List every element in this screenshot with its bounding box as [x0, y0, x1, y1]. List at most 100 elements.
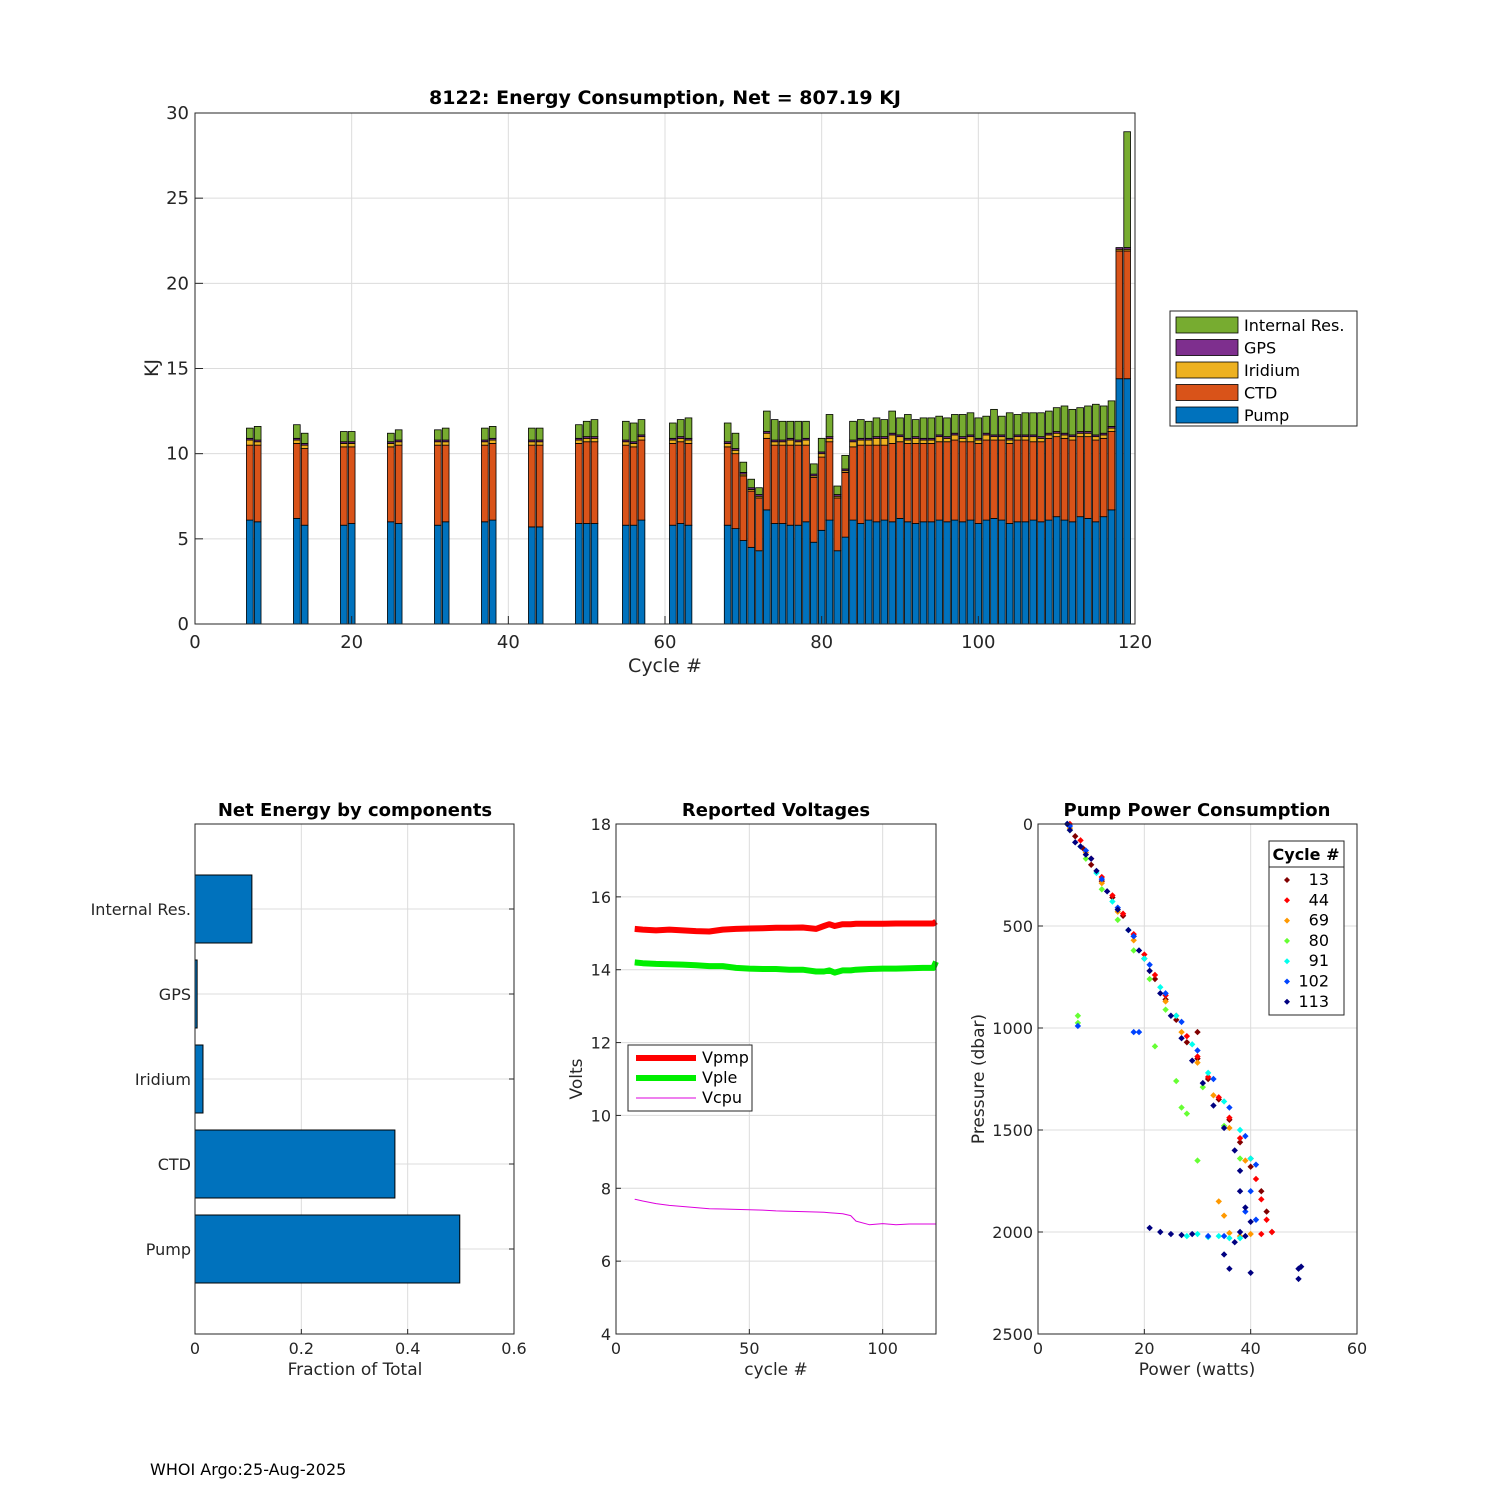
- energy-bar-ctd-segment: [637, 439, 646, 521]
- pump-power-point-cycle-80: [1082, 855, 1090, 862]
- energy-bar-ctd-segment: [802, 444, 810, 523]
- energy-bar-ctd-segment: [825, 441, 834, 521]
- pump-power-point-cycle-44: [1183, 1032, 1191, 1040]
- energy-bar-internal-res--segment: [990, 408, 998, 436]
- pump-power-point-cycle-80: [1173, 1077, 1180, 1085]
- energy-bar-pump-segment: [974, 523, 983, 625]
- energy-bar-pump-segment: [434, 524, 442, 625]
- energy-bar-internal-res--segment: [904, 414, 912, 439]
- energy-bar-ctd-segment: [669, 443, 677, 526]
- energy-bar-pump-segment: [810, 541, 818, 625]
- energy-bar-internal-res--segment: [582, 420, 591, 438]
- energy-bar-iridium-segment: [896, 436, 904, 443]
- energy-bar-pump-segment: [763, 509, 771, 625]
- energy-bar-ctd-segment: [872, 444, 881, 523]
- pump-power-legend-label: 80: [1309, 931, 1329, 950]
- voltages-ticks: 0 50 100 4 6 8 10 12 14 16 18: [591, 815, 898, 1358]
- energy-bar-ctd-segment: [723, 446, 732, 526]
- pump-power-legend-marker: [1284, 877, 1290, 883]
- energy-ytick-label: 0: [178, 614, 189, 635]
- energy-bar-ctd-segment: [629, 446, 638, 526]
- pump-power-point-cycle-80: [1199, 1083, 1207, 1091]
- pump-power-point-cycle-69: [1215, 1198, 1222, 1205]
- pump-power-point-cycle-69: [1226, 1124, 1233, 1132]
- energy-bar-iridium-segment: [684, 439, 693, 444]
- energy-bar-iridium-segment: [441, 441, 450, 446]
- energy-bar-pump-segment: [841, 536, 849, 625]
- pump-power-point-cycle-102: [1220, 1232, 1228, 1240]
- energy-bar-pump-segment: [1052, 516, 1061, 625]
- energy-bar-iridium-segment: [637, 436, 646, 441]
- energy-bar-internal-res--segment: [864, 420, 873, 439]
- energy-bar-internal-res--segment: [966, 412, 975, 436]
- pump-power-legend-label: 102: [1298, 972, 1329, 991]
- voltages-ylabel: Volts: [567, 1058, 587, 1099]
- energy-bar-iridium-segment: [575, 439, 583, 444]
- energy-bar-internal-res--segment: [637, 419, 646, 436]
- energy-title: 8122: Energy Consumption, Net = 807.19 K…: [429, 87, 901, 109]
- pump-power-point-cycle-69: [1130, 937, 1137, 944]
- energy-bar-pump-segment: [1060, 519, 1069, 625]
- energy-bar-iridium-segment: [590, 437, 599, 443]
- pump-power-legend-label: 44: [1309, 890, 1329, 909]
- energy-bar-iridium-segment: [770, 441, 779, 446]
- pump-power-point-cycle-80: [1194, 1157, 1201, 1164]
- pump-power-point-cycle-113: [1236, 1228, 1244, 1236]
- pump-power-point-cycle-113: [1146, 1224, 1153, 1232]
- energy-legend-swatch: [1175, 384, 1239, 401]
- pump-power-legend-marker: [1284, 958, 1290, 965]
- voltages-ytick-label: 14: [591, 961, 611, 980]
- pump-power-point-cycle-91: [1183, 1232, 1191, 1240]
- pump-power-point-cycle-80: [1114, 916, 1121, 924]
- pump-power-point-cycle-113: [1295, 1275, 1302, 1283]
- pump-power-point-cycle-80: [1162, 1006, 1169, 1013]
- energy-bar-pump-segment: [1013, 521, 1022, 625]
- energy-bar-internal-res--segment: [974, 417, 983, 439]
- energy-bar-pump-segment: [637, 519, 646, 625]
- energy-bar-pump-segment: [1099, 516, 1108, 625]
- energy-bar-internal-res--segment: [590, 419, 599, 438]
- energy-bar-internal-res--segment: [825, 414, 834, 438]
- pump-power-point-cycle-44: [1263, 1216, 1270, 1223]
- energy-bar-internal-res--segment: [622, 420, 630, 441]
- energy-bar-iridium-segment: [1021, 436, 1030, 441]
- energy-bar-iridium-segment: [731, 449, 740, 455]
- pump-power-point-cycle-113: [1220, 1251, 1228, 1258]
- energy-bar-pump-segment: [896, 517, 904, 625]
- energy-bar-internal-res--segment: [300, 432, 309, 444]
- energy-bar-ctd-segment: [253, 444, 262, 523]
- energy-bar-ctd-segment: [857, 444, 865, 524]
- energy-bar-iridium-segment: [849, 441, 857, 448]
- energy-bar-iridium-segment: [1084, 432, 1092, 438]
- pump-power-point-cycle-113: [1077, 843, 1084, 850]
- components-chart: 0 0.2 0.4 0.6 Internal Res. GPS Iridium CTD Pump…: [91, 800, 527, 1380]
- energy-xtick-label: 0: [189, 632, 200, 653]
- pump-power-point-cycle-113: [1093, 867, 1100, 875]
- pump-power-point-cycle-91: [1173, 1012, 1180, 1019]
- energy-bar-internal-res--segment: [575, 424, 583, 439]
- energy-bar-internal-res--segment: [1092, 403, 1100, 436]
- pump-power-point-cycle-113: [1157, 990, 1164, 997]
- energy-bar-iridium-segment: [535, 441, 544, 446]
- energy-bar-internal-res--segment: [880, 419, 889, 438]
- voltages-xlabel: cycle #: [744, 1360, 808, 1380]
- energy-bar-pump-segment: [575, 523, 583, 625]
- components-bar-iridium: [194, 1044, 204, 1114]
- voltages-xtick-label: 0: [611, 1339, 621, 1358]
- energy-bar-pump-segment: [880, 519, 889, 625]
- pump-power-legend-label: 113: [1298, 992, 1329, 1011]
- pump-power-point-cycle-80: [1183, 1110, 1191, 1117]
- energy-bar-iridium-segment: [880, 437, 889, 446]
- energy-bar-internal-res--segment: [927, 417, 936, 439]
- energy-bar-internal-res--segment: [747, 478, 755, 489]
- energy-bar-pump-segment: [958, 521, 967, 625]
- energy-bar-pump-segment: [441, 521, 450, 625]
- energy-bar-pump-segment: [904, 521, 912, 625]
- energy-bar-pump-segment: [919, 521, 928, 625]
- components-ticks: 0 0.2 0.4 0.6 Internal Res. GPS Iridium CTD Pump: [91, 900, 527, 1358]
- pump-power-point-cycle-113: [1157, 1228, 1164, 1236]
- energy-bar-pump-segment: [394, 523, 403, 625]
- pump-power-point-cycle-69: [1242, 1157, 1249, 1164]
- energy-bar-internal-res--segment: [786, 420, 795, 439]
- energy-bar-pump-segment: [340, 524, 348, 625]
